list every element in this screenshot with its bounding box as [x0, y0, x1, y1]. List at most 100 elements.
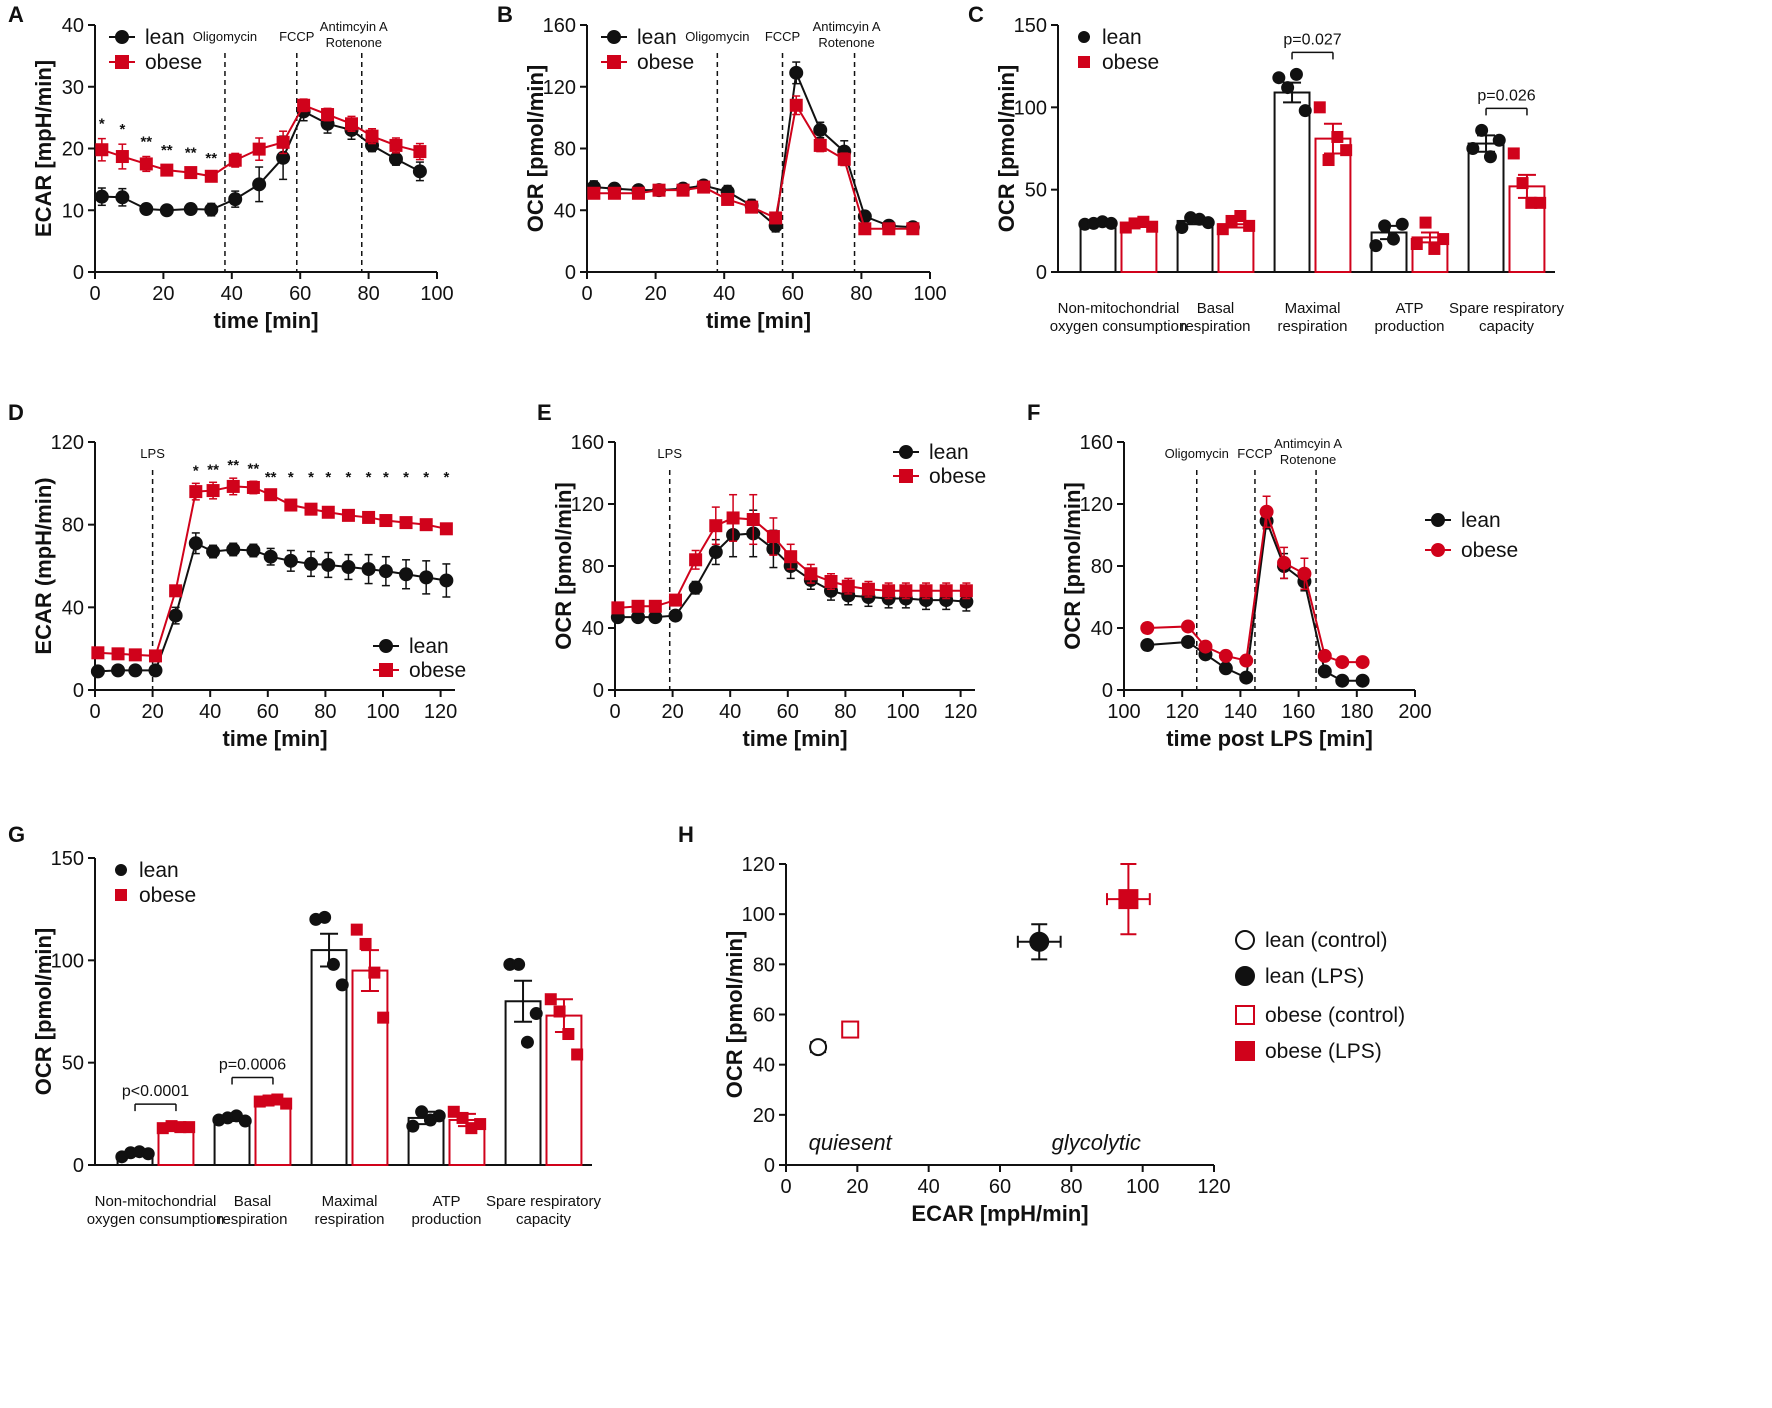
data-point-lean [789, 65, 804, 80]
data-point-obese [399, 516, 413, 530]
scatter-point [841, 1020, 860, 1039]
y-tick-label: 80 [1091, 556, 1113, 578]
x-tick-label: 40 [719, 701, 741, 723]
data-point-obese [689, 553, 703, 567]
p-value: p=0.026 [1477, 87, 1535, 104]
replicate-point-obese [1216, 223, 1229, 236]
replicate-point-lean [406, 1119, 420, 1133]
data-point-lean [688, 580, 703, 595]
y-axis-label: OCR [pmol/min] [994, 65, 1019, 232]
replicate-point-lean [512, 957, 526, 971]
data-point-obese [789, 98, 803, 112]
y-tick-label: 40 [554, 200, 576, 222]
data-point-obese [304, 502, 318, 516]
panel-label: G [8, 822, 25, 847]
replicate-point-obese [1331, 130, 1344, 143]
legend-marker-obese [1431, 543, 1445, 557]
scatter-point [809, 1038, 828, 1057]
x-tick-label: 80 [357, 283, 379, 305]
data-point-obese [919, 584, 933, 598]
replicate-point-obese [1234, 210, 1247, 223]
data-point-obese [1181, 619, 1196, 634]
y-tick-label: 0 [565, 262, 576, 284]
injection-label: Rotenone [326, 35, 382, 50]
data-point-obese [939, 584, 953, 598]
data-point-obese [906, 222, 920, 236]
data-point-obese [91, 646, 105, 660]
x-axis-label: time [min] [706, 308, 811, 333]
x-tick-label: 60 [289, 283, 311, 305]
injection-label: Antimcyin A [813, 19, 881, 34]
panel-B: 0 40 80 120 160 0 20 40 60 80 100 time [min] OCR [pm… [497, 2, 947, 333]
x-tick-label: 80 [1060, 1176, 1082, 1198]
injection-label: Rotenone [818, 35, 874, 50]
data-point-lean [648, 610, 663, 625]
data-point-obese [379, 514, 393, 528]
y-tick-label: 0 [1036, 262, 1047, 284]
significance-star: ** [207, 461, 219, 478]
injection-label: Antimcyin A [320, 19, 388, 34]
y-axis-label: OCR [pmol/min] [523, 65, 548, 232]
y-tick-label: 40 [582, 618, 604, 640]
y-tick-label: 150 [51, 848, 84, 870]
x-tick-label: 120 [944, 701, 977, 723]
data-point-obese [1277, 555, 1292, 570]
y-tick-label: 40 [62, 597, 84, 619]
data-point-obese [321, 108, 335, 122]
replicate-point-obese [1146, 220, 1159, 233]
data-point-obese [1297, 566, 1312, 581]
data-point-obese [804, 567, 818, 581]
x-tick-label: 100 [366, 701, 399, 723]
significance-star: ** [265, 469, 277, 486]
replicate-point-lean [529, 1007, 543, 1021]
significance-star: * [325, 469, 331, 486]
replicate-point-lean [1483, 150, 1497, 164]
data-point-obese [587, 186, 601, 200]
replicate-point-lean [1175, 221, 1189, 235]
x-tick-label: 20 [846, 1176, 868, 1198]
legend-label-obese: obese [145, 51, 202, 74]
x-tick-label: 200 [1398, 701, 1431, 723]
replicate-point-obese [1516, 177, 1529, 190]
data-point-lean [412, 164, 427, 179]
data-point-lean [341, 560, 356, 575]
legend-label: obese (LPS) [1265, 1040, 1382, 1063]
significance-star: * [288, 469, 294, 486]
significance-star: * [193, 462, 199, 479]
y-tick-label: 0 [73, 1155, 84, 1177]
data-point-lean [148, 663, 163, 678]
x-tick-label: 80 [314, 701, 336, 723]
data-point-obese [365, 129, 379, 143]
p-value: p<0.0001 [122, 1083, 189, 1100]
x-tick-label: 0 [581, 283, 592, 305]
data-point-obese [899, 584, 913, 598]
replicate-point-obese [377, 1011, 390, 1024]
data-point-obese [668, 593, 682, 607]
y-tick-label: 160 [1080, 432, 1113, 454]
series-line-obese [97, 485, 447, 657]
legend-label-obese: obese [637, 51, 694, 74]
data-point-obese [1140, 621, 1155, 635]
scatter-point [1118, 889, 1139, 910]
data-point-obese [148, 649, 162, 663]
legend-label: lean (LPS) [1265, 965, 1364, 988]
panel-label: A [8, 2, 24, 27]
injection-label: LPS [140, 446, 165, 461]
category-label: production [411, 1211, 481, 1228]
data-point-obese [745, 200, 759, 214]
x-tick-label: 40 [199, 701, 221, 723]
replicate-point-lean [1201, 216, 1215, 230]
data-point-lean [128, 663, 143, 678]
data-point-obese [341, 508, 355, 522]
replicate-point-obese [368, 966, 381, 979]
panel-A: 0 10 20 30 40 0 20 40 60 80 100 time [min] ECAR [mpH… [8, 2, 454, 333]
x-tick-label: 120 [1166, 701, 1199, 723]
data-point-obese [246, 480, 260, 494]
data-point-obese [204, 169, 218, 183]
category-label: ATP [1395, 300, 1423, 317]
data-point-lean [631, 610, 646, 625]
replicate-point-obese [562, 1028, 575, 1041]
category-label: Non-mitochondrial [95, 1193, 217, 1210]
data-point-obese [184, 166, 198, 180]
y-tick-label: 80 [62, 515, 84, 537]
